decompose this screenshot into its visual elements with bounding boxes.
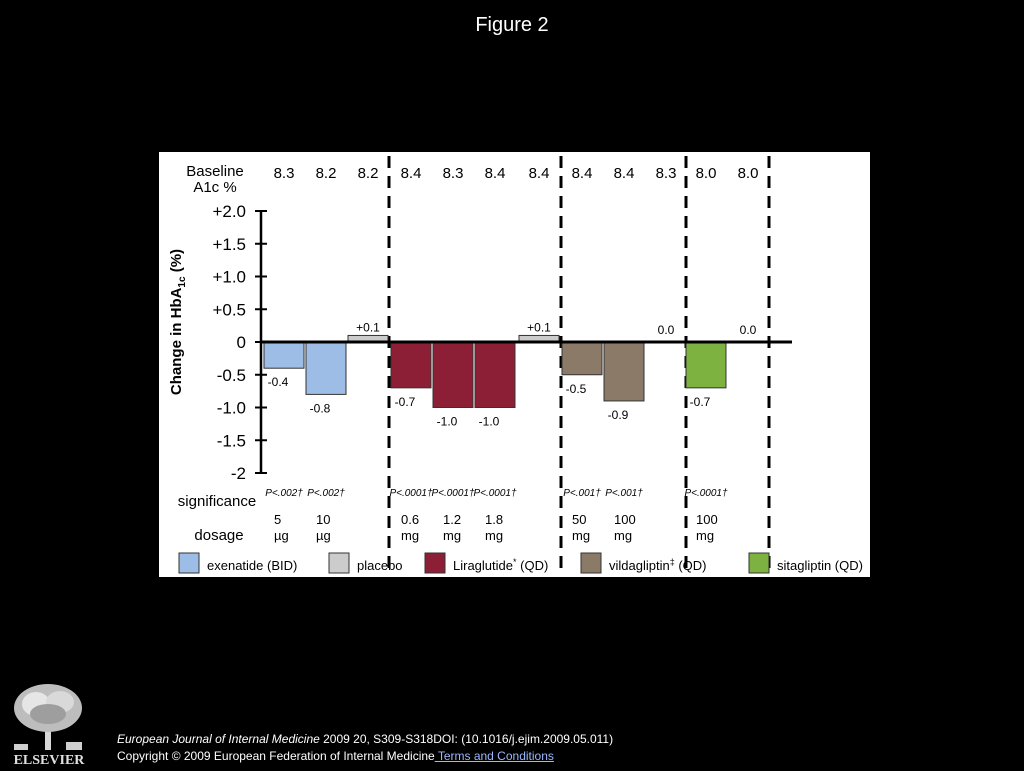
significance-value: P<.002† <box>265 488 303 499</box>
dosage-amount: 1.8 <box>485 512 503 527</box>
y-tick-label: -1.0 <box>217 399 246 418</box>
bar-liraglutide <box>474 341 516 408</box>
copyright-text: Copyright © 2009 European Federation of … <box>117 749 435 763</box>
legend-swatch-exenatide <box>178 552 200 574</box>
legend-label-placebo: placebo <box>357 558 403 573</box>
dosage-unit: mg <box>485 528 503 543</box>
citation-details: 2009 20, S309-S318DOI: (10.1016/j.ejim.2… <box>319 732 614 746</box>
journal-name: European Journal of Internal Medicine <box>117 732 320 746</box>
terms-link[interactable]: Terms and Conditions <box>434 749 554 763</box>
bar-value-label: -0.5 <box>566 382 587 396</box>
y-tick-label: -2 <box>231 464 246 483</box>
significance-value: P<.0001† <box>473 488 517 499</box>
baseline-a1c-value: 8.2 <box>358 165 379 182</box>
legend-swatch-sitagliptin <box>748 552 770 574</box>
bar-value-label: -0.8 <box>310 401 331 415</box>
bar-value-label: 0.0 <box>740 323 757 337</box>
elsevier-wordmark: ELSEVIER <box>14 753 86 766</box>
dosage-unit: mg <box>443 528 461 543</box>
y-tick-label: -1.5 <box>217 431 246 450</box>
bar-value-label: -0.4 <box>268 375 289 389</box>
bar-exenatide <box>305 341 347 395</box>
y-tick-label: -0.5 <box>217 366 246 385</box>
baseline-header-sublabel: A1c % <box>193 179 236 196</box>
legend-swatch-vildagliptin <box>580 552 602 574</box>
y-tick-label: 0 <box>237 333 246 352</box>
baseline-a1c-value: 8.0 <box>696 165 717 182</box>
bar-value-label: -1.0 <box>437 415 458 429</box>
bar-liraglutide <box>390 341 432 389</box>
significance-value: P<.0001† <box>684 488 728 499</box>
bar-value-label: -0.9 <box>608 408 629 422</box>
baseline-a1c-value: 8.3 <box>656 165 677 182</box>
bar-value-label: 0.0 <box>658 323 675 337</box>
baseline-a1c-value: 8.3 <box>443 165 464 182</box>
legend-label-exenatide: exenatide (BID) <box>207 558 297 573</box>
dosage-amount: 0.6 <box>401 512 419 527</box>
bar-value-label: -0.7 <box>395 395 416 409</box>
baseline-a1c-value: 8.4 <box>614 165 635 182</box>
slide-footer: European Journal of Internal Medicine 20… <box>117 731 613 765</box>
bar-value-label: -1.0 <box>479 415 500 429</box>
dosage-amount: 10 <box>316 512 330 527</box>
dosage-unit: mg <box>696 528 714 543</box>
bar-sitagliptin <box>685 341 727 389</box>
baseline-a1c-value: 8.0 <box>738 165 759 182</box>
dosage-amount: 100 <box>696 512 718 527</box>
dosage-unit: mg <box>572 528 590 543</box>
baseline-header-label: Baseline <box>186 163 244 180</box>
elsevier-logo: ELSEVIER <box>8 680 90 768</box>
significance-value: P<.001† <box>605 488 643 499</box>
significance-value: P<.0001† <box>389 488 433 499</box>
dosage-amount: 1.2 <box>443 512 461 527</box>
bar-value-label: +0.1 <box>527 320 551 334</box>
dosage-unit: µg <box>316 528 331 543</box>
significance-value: P<.001† <box>563 488 601 499</box>
slide-title: Figure 2 <box>475 14 549 36</box>
bar-value-label: -0.7 <box>690 395 711 409</box>
y-tick-label: +1.5 <box>212 235 246 254</box>
bar-value-label: +0.1 <box>356 320 380 334</box>
dosage-amount: 100 <box>614 512 636 527</box>
chart-panel: Change in HbA1c (%) Baseline A1c % +2.0 +1.5… <box>159 152 870 577</box>
legend-label-liraglutide: Liraglutide* (QD) <box>453 557 548 573</box>
bar-exenatide <box>263 341 305 369</box>
bar-vildagliptin <box>603 341 645 402</box>
baseline-a1c-value: 8.4 <box>485 165 506 182</box>
copyright-line: Copyright © 2009 European Federation of … <box>117 748 613 765</box>
dosage-unit: mg <box>614 528 632 543</box>
dosage-unit: mg <box>401 528 419 543</box>
y-tick-label: +1.0 <box>212 268 246 287</box>
baseline-a1c-value: 8.3 <box>274 165 295 182</box>
bar-vildagliptin <box>561 341 603 376</box>
y-tick-label: +2.0 <box>212 202 246 221</box>
baseline-a1c-value: 8.4 <box>401 165 422 182</box>
citation-line: European Journal of Internal Medicine 20… <box>117 731 613 748</box>
legend-swatch-liraglutide <box>424 552 446 574</box>
significance-value: P<.0001† <box>431 488 475 499</box>
baseline-a1c-value: 8.2 <box>316 165 337 182</box>
significance-value: P<.002† <box>307 488 345 499</box>
dosage-row-label: dosage <box>194 527 243 544</box>
dosage-amount: 50 <box>572 512 586 527</box>
bar-liraglutide <box>432 341 474 408</box>
legend-label-vildagliptin: vildagliptin‡ (QD) <box>609 557 707 573</box>
dosage-unit: µg <box>274 528 289 543</box>
baseline-a1c-value: 8.4 <box>572 165 593 182</box>
y-tick-label: +0.5 <box>212 300 246 319</box>
legend-label-sitagliptin: sitagliptin (QD) <box>777 558 863 573</box>
dosage-amount: 5 <box>274 512 281 527</box>
y-axis-label: Change in HbA1c (%) <box>168 249 188 395</box>
legend-swatch-placebo <box>328 552 350 574</box>
baseline-a1c-value: 8.4 <box>529 165 550 182</box>
significance-row-label: significance <box>178 493 256 510</box>
